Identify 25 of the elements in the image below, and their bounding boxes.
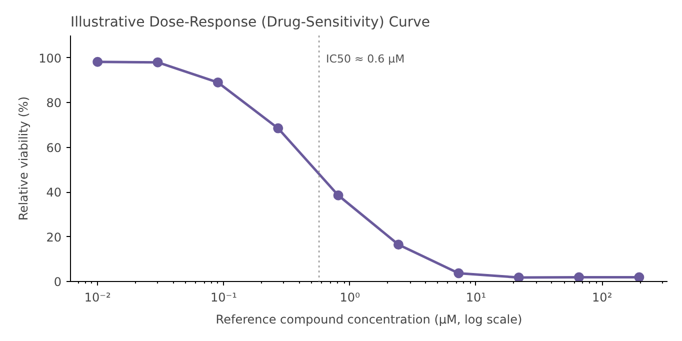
x-tick-label: 10² bbox=[592, 290, 612, 304]
x-tick-label: 10¹ bbox=[466, 290, 486, 304]
point bbox=[574, 272, 584, 282]
x-axis-title: Reference compound concentration (µM, log scale) bbox=[216, 312, 522, 326]
x-tick-label: 10⁰ bbox=[340, 290, 360, 304]
point bbox=[514, 272, 524, 282]
x-tick-label: 10⁻² bbox=[84, 290, 111, 304]
y-axis-title: Relative viability (%) bbox=[16, 96, 31, 220]
y-tick-label: 0 bbox=[54, 275, 62, 289]
point bbox=[152, 57, 163, 68]
x-tick-label: 10⁻¹ bbox=[210, 290, 238, 304]
point bbox=[92, 56, 103, 67]
point bbox=[454, 268, 464, 278]
point bbox=[634, 272, 644, 282]
ref-line-label: IC50 ≈ 0.6 µM bbox=[326, 52, 405, 66]
point bbox=[393, 240, 404, 250]
point bbox=[333, 190, 344, 200]
y-tick-label: 40 bbox=[46, 186, 62, 200]
point bbox=[212, 77, 223, 88]
y-tick-label: 60 bbox=[46, 140, 62, 155]
y-tick-label: 80 bbox=[46, 96, 62, 110]
point bbox=[273, 123, 284, 134]
y-tick-label: 100 bbox=[38, 51, 62, 66]
chart-title: Illustrative Dose-Response (Drug-Sensitivity) Curve bbox=[70, 14, 430, 30]
y-tick-label: 20 bbox=[46, 230, 62, 244]
